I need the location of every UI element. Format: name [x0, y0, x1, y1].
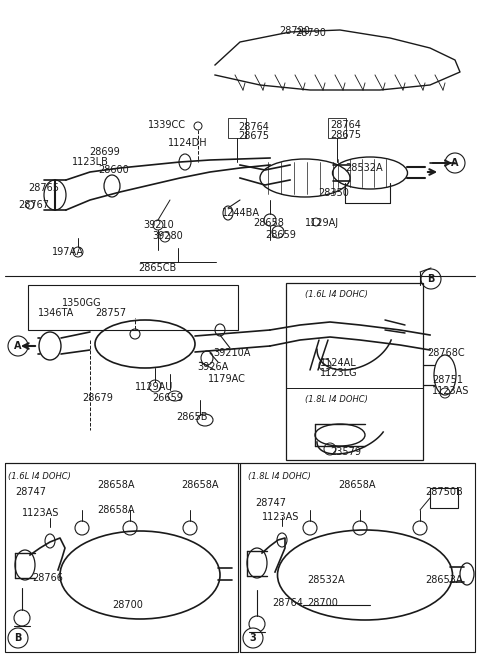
Text: (1.8L I4 DOHC): (1.8L I4 DOHC) [248, 472, 311, 481]
Text: 197AA: 197AA [52, 247, 84, 257]
Text: 26659: 26659 [152, 393, 183, 403]
Text: 28658: 28658 [253, 218, 284, 228]
Circle shape [8, 336, 28, 356]
Text: 28747: 28747 [15, 487, 46, 497]
Text: 28600: 28600 [98, 165, 129, 175]
Bar [5, 463, 238, 652]
Text: 1350GG: 1350GG [62, 298, 102, 308]
Text: A: A [451, 158, 459, 168]
Text: 28747: 28747 [255, 498, 286, 508]
Text: 28658A: 28658A [338, 480, 375, 490]
Text: 28675: 28675 [238, 131, 269, 141]
Circle shape [8, 628, 28, 648]
Text: 28764: 28764 [238, 122, 269, 132]
Text: 28766: 28766 [32, 573, 63, 583]
Text: 23579: 23579 [330, 447, 361, 457]
Text: 28767: 28767 [18, 200, 49, 210]
Circle shape [445, 153, 465, 173]
Text: 28350: 28350 [318, 188, 349, 198]
Text: 28765: 28765 [28, 183, 59, 193]
Text: 1124AL: 1124AL [320, 358, 357, 368]
Text: 1244BA: 1244BA [222, 208, 260, 218]
Text: 1179AC: 1179AC [208, 374, 246, 384]
Text: B: B [14, 633, 22, 643]
Text: 28764: 28764 [272, 598, 303, 608]
Text: B: B [427, 274, 435, 284]
Bar [240, 463, 475, 652]
Text: 28532A: 28532A [307, 575, 345, 585]
Text: 28658A: 28658A [181, 480, 218, 490]
Text: 28653A: 28653A [425, 575, 463, 585]
Bar [286, 283, 423, 460]
Text: 28790: 28790 [295, 28, 326, 38]
Bar [430, 488, 458, 508]
Text: 1129AU: 1129AU [135, 382, 173, 392]
Text: 2865B: 2865B [176, 412, 207, 422]
Bar [228, 118, 246, 138]
Text: 28675: 28675 [330, 130, 361, 140]
Text: 28700: 28700 [307, 598, 338, 608]
Bar [328, 118, 346, 138]
Text: 1124DH: 1124DH [168, 138, 208, 148]
Text: 2865CB: 2865CB [138, 263, 176, 273]
Text: A: A [14, 341, 22, 351]
Text: 39210: 39210 [143, 220, 174, 230]
Text: 39210A: 39210A [213, 348, 251, 358]
Text: 28751: 28751 [432, 375, 463, 385]
Circle shape [421, 269, 441, 289]
Text: 1123AS: 1123AS [432, 386, 469, 396]
Text: 1123LG: 1123LG [320, 368, 358, 378]
Text: 28750B: 28750B [425, 487, 463, 497]
Text: 28790: 28790 [279, 26, 311, 36]
Text: 1339CC: 1339CC [148, 120, 186, 130]
Text: (1.6L I4 DOHC): (1.6L I4 DOHC) [305, 290, 368, 299]
Text: 1346TA: 1346TA [38, 308, 74, 318]
Text: 39280: 39280 [152, 231, 183, 241]
Text: 1123AS: 1123AS [262, 512, 300, 522]
Text: 28532A: 28532A [345, 163, 383, 173]
Text: 28699: 28699 [89, 147, 120, 157]
Text: 1123LB: 1123LB [72, 157, 109, 167]
Text: 3: 3 [250, 633, 256, 643]
Text: 1123AS: 1123AS [22, 508, 60, 518]
Text: 3926A: 3926A [197, 362, 228, 372]
Text: 28700: 28700 [112, 600, 143, 610]
Text: 28764: 28764 [330, 120, 361, 130]
Text: 28757: 28757 [95, 308, 126, 318]
Circle shape [243, 628, 263, 648]
Bar [28, 285, 238, 330]
Text: 1129AJ: 1129AJ [305, 218, 339, 228]
Text: 28658A: 28658A [97, 505, 134, 515]
Text: 28659: 28659 [265, 230, 296, 240]
Text: 28768C: 28768C [427, 348, 465, 358]
Text: 28658A: 28658A [97, 480, 134, 490]
Text: 28679: 28679 [82, 393, 113, 403]
Text: (1.8L I4 DOHC): (1.8L I4 DOHC) [305, 395, 368, 404]
Text: (1.6L I4 DOHC): (1.6L I4 DOHC) [8, 472, 71, 481]
